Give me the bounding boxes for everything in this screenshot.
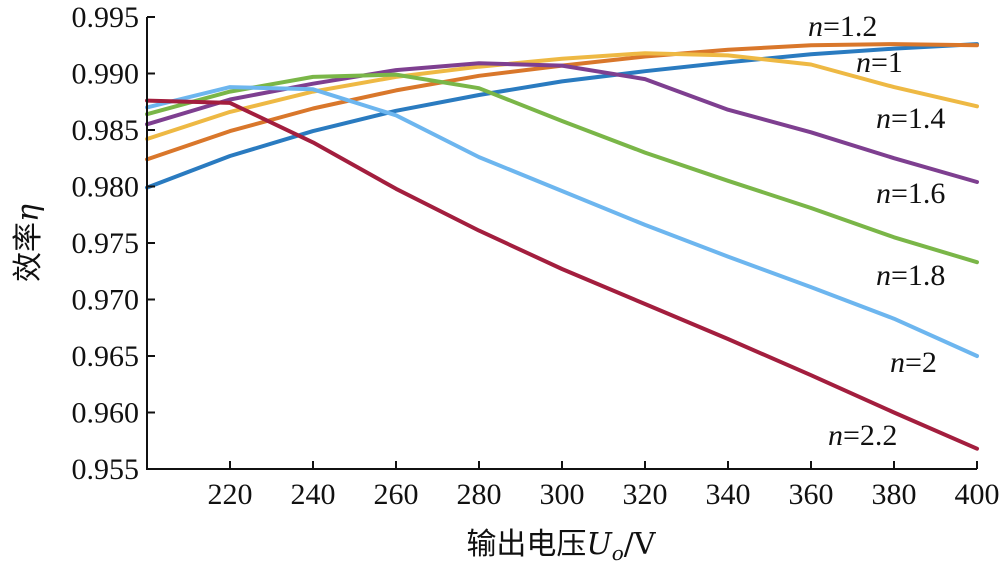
y-tick-label: 0.970: [72, 284, 140, 317]
y-tick-label: 0.965: [72, 340, 140, 373]
x-tick-label: 220: [208, 478, 253, 511]
y-axis-title: 效率η: [11, 204, 46, 282]
x-tick-label: 320: [623, 478, 668, 511]
tick-labels: 220 240 260 280 300 320 340 360 380 400 0.995 0.990…: [72, 1, 1000, 511]
y-tick-label: 0.980: [72, 171, 140, 204]
series-label-4: n=1.8: [876, 259, 945, 292]
x-tick-label: 280: [457, 478, 502, 511]
x-tick-label: 300: [540, 478, 585, 511]
y-tick-label: 0.955: [72, 453, 140, 486]
x-tick-label: 240: [291, 478, 336, 511]
ticks: [147, 16, 978, 470]
series-label-5: n=2: [890, 346, 937, 379]
x-tick-label: 360: [789, 478, 834, 511]
y-tick-label: 0.975: [72, 227, 140, 260]
series-labels: n=1n=1.2 n=1.4 n=1.6 n=1.8 n=2 n=2.2: [808, 10, 945, 452]
series-label-1: n=1.2: [808, 10, 877, 43]
series-label-6: n=2.2: [828, 419, 897, 452]
y-tick-label: 0.990: [72, 58, 140, 91]
series-label-3: n=1.6: [876, 177, 945, 210]
y-tick-label: 0.995: [72, 1, 140, 34]
x-tick-label: 260: [374, 478, 419, 511]
y-tick-label: 0.985: [72, 114, 140, 147]
series-label-0: n=1: [856, 46, 903, 79]
series-line-2: [145, 51, 979, 141]
x-tick-label: 380: [872, 478, 917, 511]
series-line-0: [145, 42, 979, 190]
y-tick-label: 0.960: [72, 397, 140, 430]
series-line-4: [145, 72, 979, 265]
x-tick-label: 400: [955, 478, 1000, 511]
x-axis-title: 输出电压Uo/V: [466, 527, 656, 565]
series-line-5: [145, 85, 979, 358]
series-line-6: [145, 98, 979, 451]
series-label-2: n=1.4: [876, 102, 945, 135]
plot-lines: [145, 42, 979, 451]
x-tick-label: 340: [706, 478, 751, 511]
